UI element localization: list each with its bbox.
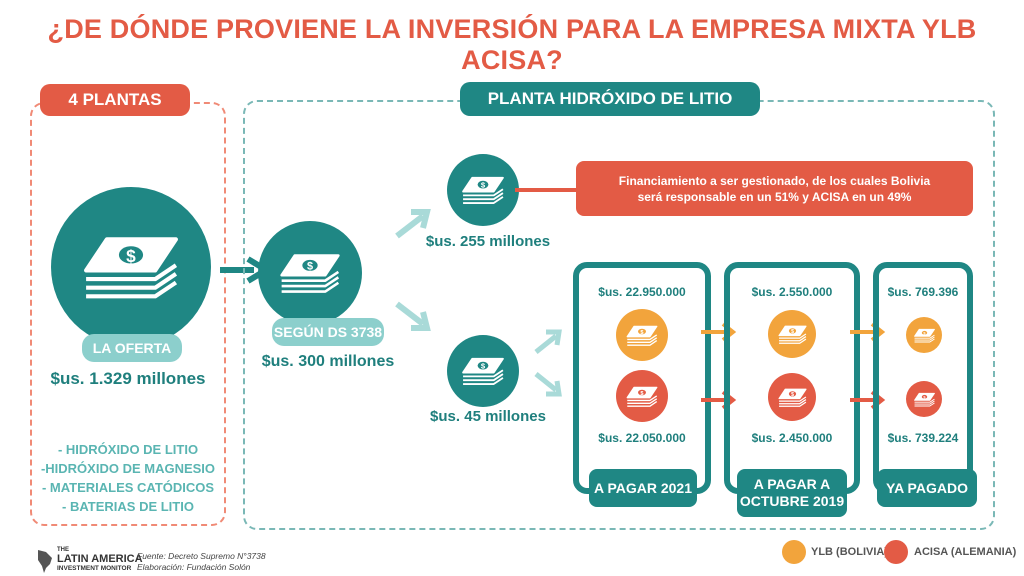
- acisa-money-circle: [616, 370, 668, 422]
- column-footer: A PAGAR A OCTUBRE 2019: [737, 469, 847, 517]
- acisa-amount: $us. 739.224: [887, 431, 959, 445]
- ds-money-circle: [258, 221, 362, 325]
- logo-map-icon: [38, 550, 52, 573]
- offer-label: LA OFERTA: [82, 334, 182, 362]
- money-stack-icon: [913, 391, 936, 408]
- top-money-circle: [447, 154, 519, 226]
- logo-line: INVESTMENT MONITOR: [57, 565, 132, 572]
- plant-item: - BATERIAS DE LITIO: [62, 499, 194, 514]
- ds-label: SEGÚN DS 3738: [272, 318, 384, 346]
- plant-header: PLANTA HIDRÓXIDO DE LITIO: [460, 82, 760, 116]
- plant-item: - MATERIALES CATÓDICOS: [41, 480, 215, 495]
- plant-item: -HIDRÓXIDO DE MAGNESIO: [40, 461, 216, 476]
- ds-amount: $us. 300 millones: [261, 353, 395, 370]
- acisa-amount: $us. 2.450.000: [751, 431, 833, 445]
- money-stack-icon: [777, 386, 808, 409]
- financing-note: Financiamiento a ser gestionado, de los …: [576, 161, 973, 216]
- acisa-money-circle: [906, 381, 942, 417]
- legend-acisa-label: ACISA (ALEMANIA): [914, 546, 1017, 558]
- acisa-money-circle: [768, 373, 816, 421]
- acisa-amount: $us. 22.050.000: [598, 431, 686, 445]
- source-note: Fuente: Decreto Supremo N°3738 Elaboraci…: [137, 551, 266, 573]
- logo-line: LATIN AMERICA: [57, 553, 143, 565]
- ylb-money-circle: [906, 317, 942, 353]
- arrow-icon: [395, 301, 431, 331]
- column-footer: A PAGAR 2021: [589, 469, 697, 507]
- money-stack-icon: [625, 384, 659, 409]
- ylb-money-circle: [768, 310, 816, 358]
- plants-list: - HIDRÓXIDO DE LITIO -HIDRÓXIDO DE MAGNE…: [30, 440, 226, 516]
- offer-money-circle: [51, 187, 211, 347]
- ylb-money-circle: [616, 309, 668, 361]
- money-stack-icon: [277, 249, 343, 297]
- page-title: ¿DE DÓNDE PROVIENE LA INVERSIÓN PARA LA …: [47, 14, 977, 75]
- arrow-icon: [534, 372, 562, 397]
- offer-amount: $us. 1.329 millones: [50, 369, 206, 388]
- legend-ylb-dot: [782, 540, 806, 564]
- money-stack-icon: [625, 323, 659, 348]
- legend-ylb-label: YLB (BOLIVIA): [811, 546, 888, 558]
- ylb-amount: $us. 22.950.000: [598, 285, 686, 299]
- money-stack-icon: [79, 229, 183, 305]
- money-stack-icon: [913, 327, 936, 344]
- money-stack-icon: [460, 173, 506, 207]
- column-footer: YA PAGADO: [877, 469, 977, 507]
- ylb-amount: $us. 2.550.000: [751, 285, 833, 299]
- bottom-amount: $us. 45 millones: [430, 408, 546, 425]
- plant-item: - HIDRÓXIDO DE LITIO: [57, 442, 199, 457]
- top-amount: $us. 255 millones: [425, 233, 551, 250]
- bottom-money-circle: [447, 335, 519, 407]
- connector-line: [515, 188, 583, 192]
- logo-line: THE: [57, 547, 69, 553]
- logo: THE LATIN AMERICA INVESTMENT MONITOR: [57, 547, 143, 573]
- legend-acisa-dot: [884, 540, 908, 564]
- arrow-icon: [534, 329, 562, 354]
- plants-header: 4 PLANTAS: [40, 84, 190, 116]
- elaboration-text: Elaboración: Fundación Solón: [137, 562, 251, 572]
- source-text: Fuente: Decreto Supremo N°3738: [137, 551, 266, 561]
- money-stack-icon: [460, 354, 506, 388]
- ylb-amount: $us. 769.396: [887, 285, 959, 299]
- money-stack-icon: [777, 323, 808, 346]
- arrow-icon: [395, 209, 431, 239]
